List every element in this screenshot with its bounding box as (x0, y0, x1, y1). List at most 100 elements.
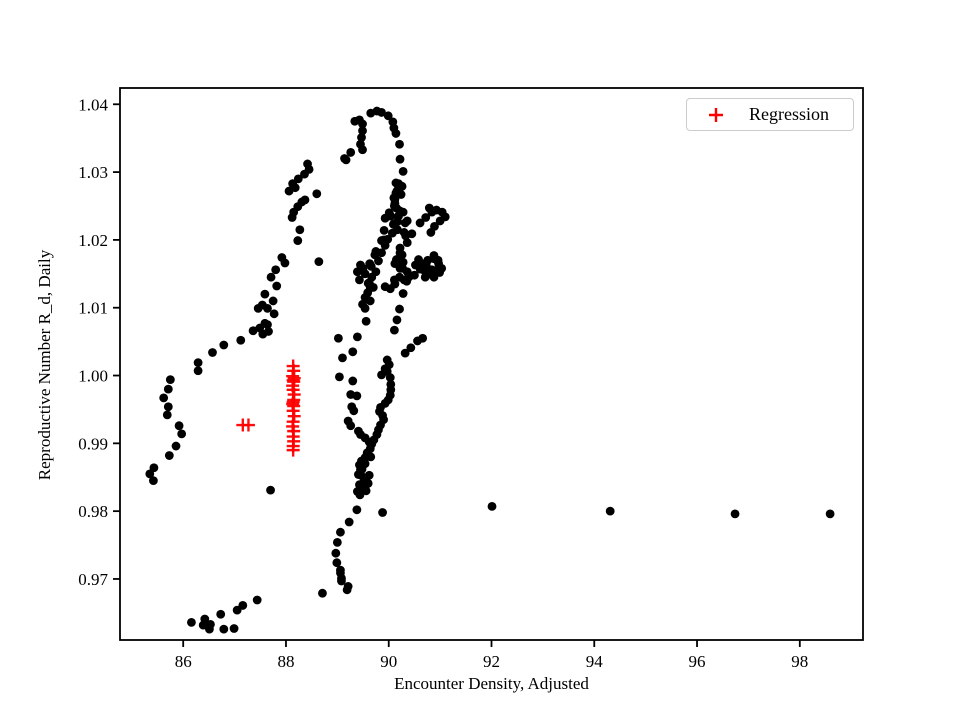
data-point (162, 410, 172, 420)
data-point (365, 296, 375, 306)
data-point (232, 605, 242, 615)
data-point (348, 376, 358, 386)
data-point (248, 326, 258, 336)
regression-point (241, 418, 255, 432)
x-tick-label: 86 (175, 652, 192, 671)
data-point (300, 195, 310, 205)
data-point (344, 517, 354, 527)
data-point (366, 452, 376, 462)
data-point (236, 335, 246, 345)
data-point (145, 469, 155, 479)
data-point (355, 275, 364, 285)
data-point (389, 201, 399, 211)
data-point (402, 238, 412, 248)
data-point (229, 624, 239, 633)
data-point (332, 537, 342, 547)
data-point (389, 325, 399, 335)
legend[interactable]: Regression (686, 98, 854, 131)
data-point (193, 366, 203, 376)
data-point (163, 402, 173, 412)
data-point (421, 213, 431, 222)
data-point (349, 406, 359, 416)
x-tick-label: 88 (277, 652, 294, 671)
x-axis-label: Encounter Density, Adjusted (394, 674, 589, 693)
data-point (219, 340, 229, 350)
data-point (399, 275, 409, 285)
x-tick-label: 94 (586, 652, 604, 671)
data-point (177, 429, 187, 439)
data-point (384, 208, 394, 218)
data-point (164, 451, 174, 460)
data-point (336, 527, 345, 537)
data-point (398, 167, 408, 176)
legend-label: Regression (749, 104, 829, 124)
data-point (433, 255, 443, 265)
x-tick-label: 96 (689, 652, 706, 671)
data-point (260, 289, 270, 299)
data-point (395, 139, 404, 149)
data-point (346, 421, 356, 431)
data-point (398, 207, 408, 217)
data-point (337, 576, 346, 586)
data-point (395, 154, 405, 164)
data-point (426, 228, 436, 237)
data-point (205, 624, 214, 634)
data-point (398, 289, 408, 298)
regression-plus-icon (709, 107, 723, 122)
data-point (435, 216, 445, 226)
y-tick-label: 0.99 (78, 434, 108, 453)
data-point (427, 265, 437, 275)
data-point (363, 478, 373, 488)
data-point (387, 228, 397, 238)
data-point (268, 296, 278, 306)
data-point (295, 225, 305, 235)
regression-point (286, 443, 300, 457)
data-point (263, 303, 272, 313)
data-point (378, 508, 387, 517)
data-point (396, 190, 406, 199)
data-point (385, 284, 395, 294)
data-point (280, 258, 290, 268)
data-point (266, 272, 276, 282)
data-point (346, 148, 356, 157)
data-point (266, 485, 275, 495)
x-tick-label: 92 (483, 652, 500, 671)
data-point (357, 133, 366, 142)
data-point (383, 111, 393, 121)
data-point (312, 189, 322, 199)
data-point (418, 333, 428, 343)
data-point (193, 358, 203, 368)
data-point (269, 309, 279, 319)
y-axis-label: Reproductive Number R_d, Daily (35, 249, 54, 481)
data-point (392, 315, 402, 325)
data-point (258, 329, 268, 339)
data-point (340, 154, 349, 163)
data-point (253, 303, 263, 313)
data-point (415, 218, 425, 228)
y-tick-label: 1.03 (78, 163, 108, 182)
y-tick-label: 0.98 (78, 502, 108, 521)
data-point (358, 119, 367, 129)
data-point (379, 235, 389, 245)
data-point (187, 617, 196, 627)
data-point (159, 393, 169, 403)
data-point (358, 145, 367, 155)
data-point (377, 248, 386, 258)
data-point (825, 509, 835, 519)
data-point (360, 303, 370, 313)
data-point (252, 595, 262, 605)
data-point (390, 194, 400, 204)
data-point (338, 353, 347, 363)
data-point (379, 226, 389, 235)
data-point (396, 257, 405, 267)
data-point (368, 282, 378, 292)
data-point (358, 263, 368, 273)
plot-border (119, 87, 864, 641)
data-point (605, 506, 615, 516)
data-point (358, 126, 367, 136)
y-tick-label: 0.97 (78, 570, 108, 589)
data-point (335, 372, 344, 382)
data-point (402, 216, 412, 226)
